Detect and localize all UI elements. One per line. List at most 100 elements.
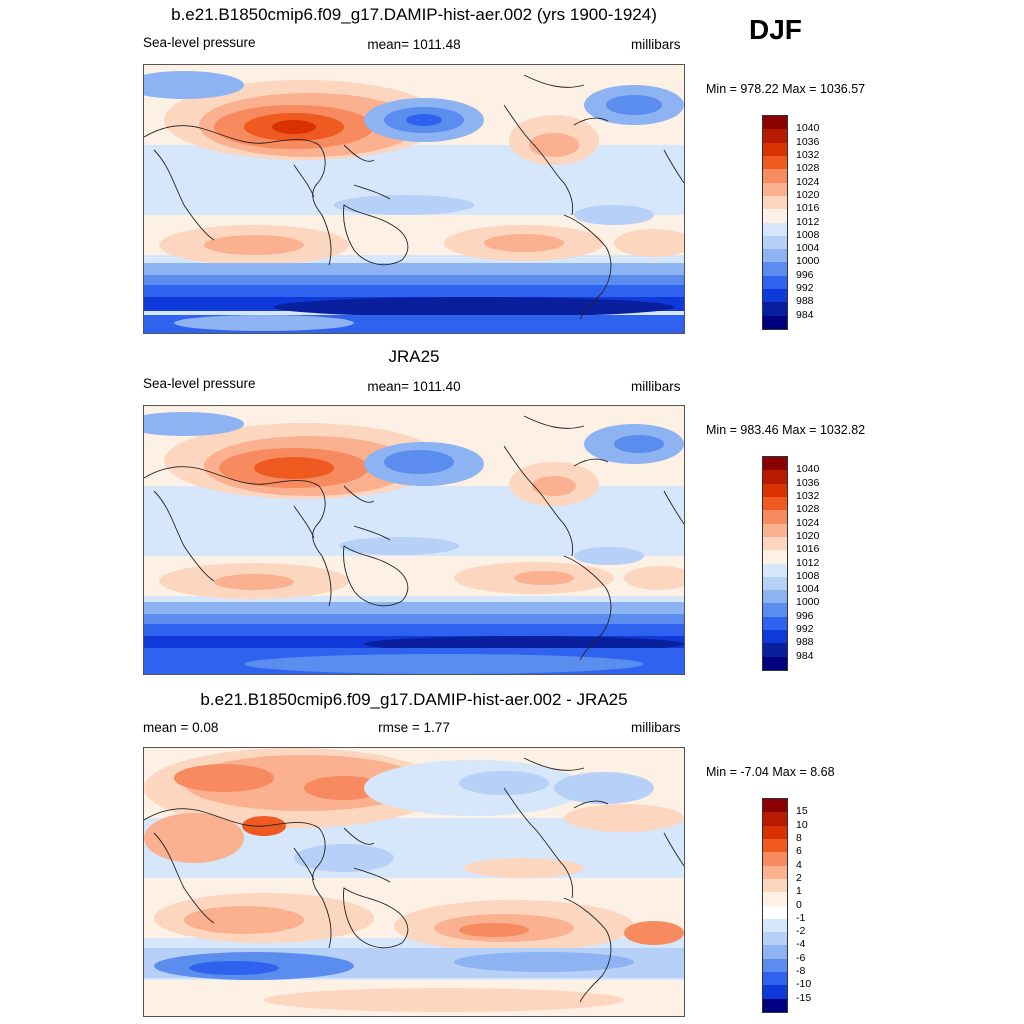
panel-1-units-label: millibars xyxy=(631,37,681,52)
colorbar-level-label: 992 xyxy=(796,623,814,636)
colorbar-swatch xyxy=(763,262,787,276)
colorbar-level-label: 10 xyxy=(796,818,808,831)
panel-1-variable-label: Sea-level pressure xyxy=(143,35,256,50)
colorbar-swatch xyxy=(763,155,787,170)
colorbar-level-label: -8 xyxy=(796,965,806,978)
colorbar-level-label: 1012 xyxy=(796,556,820,569)
colorbar-swatch xyxy=(763,129,787,143)
panel-3-minmax: Min = -7.04 Max = 8.68 xyxy=(706,765,835,779)
colorbar-level-label: -10 xyxy=(796,978,812,991)
colorbar-level-label: 1000 xyxy=(796,596,820,609)
colorbar-level-label: -6 xyxy=(796,951,806,964)
colorbar-swatch xyxy=(763,958,787,973)
colorbar-swatch xyxy=(763,195,787,210)
colorbar-level-label: 1016 xyxy=(796,202,820,215)
colorbar-level-label: 1028 xyxy=(796,162,820,175)
colorbar-swatch xyxy=(763,932,787,946)
colorbar-swatch xyxy=(763,222,787,236)
colorbar-swatch xyxy=(763,918,787,933)
panel-2-minmax: Min = 983.46 Max = 1032.82 xyxy=(706,423,866,437)
colorbar-level-label: -2 xyxy=(796,925,806,938)
panel-1-contour-field xyxy=(144,65,684,333)
colorbar-level-label: 1008 xyxy=(796,569,820,582)
panel-3-units-label: millibars xyxy=(631,720,681,735)
colorbar-swatch xyxy=(763,998,787,1012)
colorbar-level-label: 1004 xyxy=(796,583,820,596)
colorbar-level-label: 1024 xyxy=(796,175,820,188)
season-label: DJF xyxy=(749,14,802,45)
colorbar-swatch xyxy=(763,576,787,591)
panel-3-mean-label: mean = 0.08 xyxy=(143,720,219,735)
panel-2-contour-field xyxy=(144,406,684,674)
colorbar-swatch xyxy=(763,656,787,670)
panel-1-title: b.e21.B1850cmip6.f09_g17.DAMIP-hist-aer.… xyxy=(171,5,657,24)
colorbar-level-label: 1040 xyxy=(796,463,820,476)
colorbar-swatch xyxy=(763,275,787,290)
colorbar-swatch xyxy=(763,289,787,303)
colorbar-swatch xyxy=(763,483,787,497)
colorbar-level-label: 1032 xyxy=(796,148,820,161)
colorbar-swatch xyxy=(763,457,787,471)
colorbar-swatch xyxy=(763,630,787,644)
colorbar-swatch xyxy=(763,550,787,564)
colorbar-level-label: 4 xyxy=(796,858,802,871)
panel-2-mean-label: mean= 1011.40 xyxy=(367,379,461,394)
colorbar-swatch xyxy=(763,865,787,879)
panel-2-variable-label: Sea-level pressure xyxy=(143,376,256,391)
colorbar-level-label: 6 xyxy=(796,845,802,858)
panel-2-map xyxy=(143,405,685,675)
colorbar-level-label: 1 xyxy=(796,885,802,898)
colorbar-swatch xyxy=(763,470,787,484)
colorbar-level-label: -15 xyxy=(796,991,812,1004)
colorbar-swatch xyxy=(763,235,787,250)
panel-2-colorbar-swatches xyxy=(763,457,787,670)
colorbar-level-label: -1 xyxy=(796,911,806,924)
colorbar-level-label: 15 xyxy=(796,805,808,818)
colorbar-swatch xyxy=(763,523,787,537)
colorbar-swatch xyxy=(763,945,787,959)
panel-3-rmse-label: rmse = 1.77 xyxy=(378,720,450,735)
panel-3-contour-field xyxy=(144,748,684,1016)
colorbar-swatch xyxy=(763,643,787,657)
colorbar-swatch xyxy=(763,985,787,999)
colorbar-level-label: 1032 xyxy=(796,489,820,502)
colorbar-swatch xyxy=(763,812,787,826)
colorbar-level-label: 1016 xyxy=(796,543,820,556)
colorbar-level-label: 984 xyxy=(796,308,814,321)
colorbar-level-label: 988 xyxy=(796,295,814,308)
colorbar-level-label: 1012 xyxy=(796,215,820,228)
panel-3-title: b.e21.B1850cmip6.f09_g17.DAMIP-hist-aer.… xyxy=(200,690,628,709)
colorbar-swatch xyxy=(763,169,787,183)
colorbar-swatch xyxy=(763,616,787,631)
colorbar-swatch xyxy=(763,209,787,223)
panel-1-colorbar-swatches xyxy=(763,116,787,329)
colorbar-swatch xyxy=(763,142,787,156)
colorbar-level-label: 1024 xyxy=(796,516,820,529)
panel-1-colorbar xyxy=(762,115,788,330)
colorbar-swatch xyxy=(763,590,787,604)
colorbar-level-label: 0 xyxy=(796,898,802,911)
colorbar-level-label: 996 xyxy=(796,268,814,281)
colorbar-level-label: 1040 xyxy=(796,122,820,135)
panel-2-colorbar xyxy=(762,456,788,671)
colorbar-swatch xyxy=(763,838,787,853)
colorbar-level-label: 984 xyxy=(796,649,814,662)
panel-3-colorbar xyxy=(762,798,788,1013)
colorbar-swatch xyxy=(763,536,787,551)
colorbar-swatch xyxy=(763,852,787,866)
colorbar-level-label: 1020 xyxy=(796,188,820,201)
colorbar-level-label: 2 xyxy=(796,871,802,884)
colorbar-swatch xyxy=(763,799,787,813)
colorbar-swatch xyxy=(763,249,787,263)
panel-1-minmax: Min = 978.22 Max = 1036.57 xyxy=(706,82,866,96)
panel-3-map xyxy=(143,747,685,1017)
colorbar-swatch xyxy=(763,603,787,617)
colorbar-swatch xyxy=(763,496,787,511)
colorbar-swatch xyxy=(763,315,787,329)
colorbar-swatch xyxy=(763,892,787,906)
colorbar-level-label: 992 xyxy=(796,282,814,295)
colorbar-level-label: -4 xyxy=(796,938,806,951)
colorbar-level-label: 1000 xyxy=(796,255,820,268)
panel-2-title: JRA25 xyxy=(388,347,440,366)
colorbar-swatch xyxy=(763,563,787,577)
